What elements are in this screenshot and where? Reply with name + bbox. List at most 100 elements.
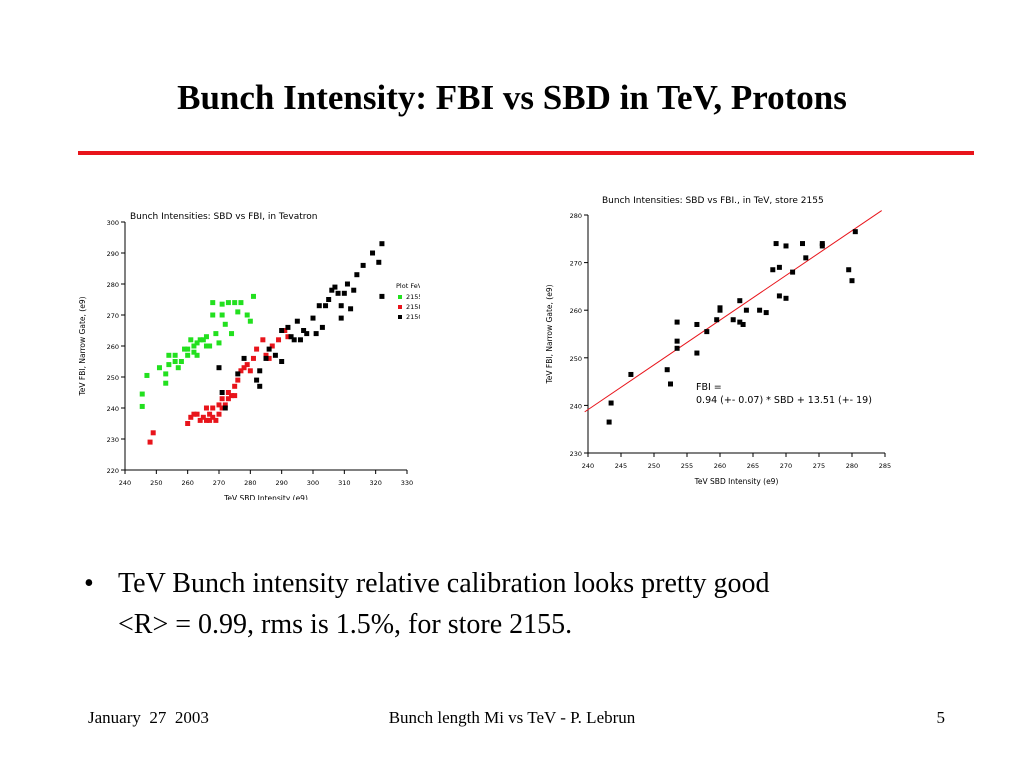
data-point-series-2 [254, 346, 260, 352]
data-point-series-1 [175, 365, 181, 371]
y-tick-label: 220 [107, 467, 119, 475]
data-point-series-1 [244, 312, 250, 318]
y-tick-label: 250 [570, 355, 582, 363]
data-point-series-1 [235, 309, 241, 315]
chart-title: Bunch Intensities: SBD vs FBI., in TeV, … [602, 196, 824, 206]
x-tick-label: 250 [150, 479, 162, 487]
x-tick-label: 320 [369, 479, 381, 487]
bullet-line-2: <R> = 0.99, rms is 1.5%, for store 2155. [118, 609, 573, 640]
y-tick-label: 240 [107, 405, 119, 413]
fit-line [584, 210, 882, 413]
y-tick-label: 230 [107, 436, 119, 444]
legend-entry: 2150 [406, 313, 420, 321]
data-point-series-1 [191, 349, 197, 355]
fit-annotation-line: 0.94 (+- 0.07) * SBD + 13.51 (+- 19) [696, 395, 872, 406]
data-point-series-2 [185, 421, 191, 426]
data-point-series-3 [319, 324, 325, 330]
data-point-series-3 [291, 337, 297, 343]
data-point-series-1 [674, 345, 680, 351]
data-point-series-1 [219, 312, 225, 318]
x-tick-label: 250 [648, 462, 660, 470]
data-point-series-3 [279, 328, 285, 333]
data-point-series-1 [163, 371, 169, 377]
data-point-series-2 [216, 411, 222, 417]
y-axis-label: TeV FBI, Narrow Gate, (e9) [545, 284, 554, 384]
data-point-series-3 [316, 303, 322, 309]
data-point-series-1 [166, 352, 172, 358]
data-point-series-1 [139, 403, 145, 409]
x-tick-label: 290 [275, 479, 287, 487]
data-point-series-3 [294, 318, 300, 324]
data-point-series-1 [178, 359, 184, 364]
x-tick-label: 270 [780, 462, 792, 470]
data-point-series-2 [266, 355, 272, 361]
data-point-series-1 [188, 337, 194, 343]
data-point-series-1 [210, 312, 216, 318]
y-axis-label: TeV FBI, Narrow Gate, (e9) [78, 296, 87, 396]
data-point-series-1 [737, 298, 743, 304]
data-point-series-1 [182, 346, 188, 352]
data-point-series-3 [348, 306, 354, 312]
data-point-series-3 [332, 284, 338, 290]
data-point-series-2 [276, 337, 282, 343]
data-point-series-1 [213, 331, 219, 337]
data-point-series-3 [313, 331, 319, 337]
legend-entry: 2155 [406, 293, 420, 301]
data-point-series-1 [194, 340, 200, 346]
data-point-series-3 [360, 262, 366, 268]
data-point-series-1 [737, 319, 743, 325]
data-point-series-3 [241, 355, 247, 361]
data-point-series-1 [238, 300, 244, 306]
data-point-series-3 [216, 365, 222, 371]
data-point-series-3 [257, 368, 263, 374]
data-point-series-2 [232, 393, 238, 399]
data-point-series-2 [207, 411, 213, 417]
data-point-series-3 [279, 359, 285, 364]
data-point-series-1 [674, 319, 680, 325]
slide-title: Bunch Intensity: FBI vs SBD in TeV, Prot… [177, 78, 847, 117]
data-point-series-1 [219, 301, 225, 307]
data-point-series-2 [150, 430, 156, 436]
y-tick-label: 260 [107, 343, 119, 351]
data-point-series-1 [144, 372, 150, 378]
y-tick-label: 280 [107, 281, 119, 289]
data-point-series-3 [323, 303, 329, 309]
data-point-series-2 [188, 414, 194, 420]
data-point-series-1 [191, 343, 197, 349]
chart-title: Bunch Intensities: SBD vs FBI, in Tevatr… [130, 212, 318, 222]
y-tick-label: 230 [570, 450, 582, 458]
x-axis-label: TeV SBD Intensity (e9) [694, 477, 779, 486]
data-point-series-1 [800, 241, 805, 247]
data-point-series-3 [379, 241, 385, 247]
data-point-series-1 [608, 400, 614, 406]
legend-entry: 2158 [406, 303, 420, 311]
x-tick-label: 275 [813, 462, 825, 470]
x-tick-label: 245 [615, 462, 627, 470]
data-point-series-1 [250, 293, 256, 299]
data-point-series-2 [260, 337, 266, 343]
data-point-series-2 [229, 393, 235, 399]
data-point-series-2 [282, 328, 288, 333]
x-tick-label: 260 [714, 462, 726, 470]
data-point-series-1 [185, 352, 191, 358]
data-point-series-2 [222, 402, 228, 408]
data-point-series-1 [225, 300, 231, 306]
legend-title: Plot FeVFBI-Int [396, 282, 420, 290]
data-point-series-1 [730, 317, 736, 323]
data-point-series-3 [222, 405, 228, 411]
y-tick-label: 280 [570, 212, 582, 220]
data-point-series-1 [714, 317, 720, 323]
data-point-series-1 [232, 300, 238, 306]
data-point-series-1 [203, 334, 209, 340]
data-point-series-1 [849, 278, 855, 284]
data-point-series-2 [241, 365, 247, 371]
data-point-series-3 [335, 290, 341, 296]
data-point-series-2 [213, 417, 219, 423]
y-tick-label: 270 [107, 312, 119, 320]
x-tick-label: 260 [181, 479, 193, 487]
y-tick-label: 300 [107, 219, 119, 227]
data-point-series-2 [219, 405, 225, 411]
data-point-series-2 [216, 402, 222, 408]
data-point-series-1 [139, 391, 145, 397]
data-point-series-3 [376, 259, 382, 265]
